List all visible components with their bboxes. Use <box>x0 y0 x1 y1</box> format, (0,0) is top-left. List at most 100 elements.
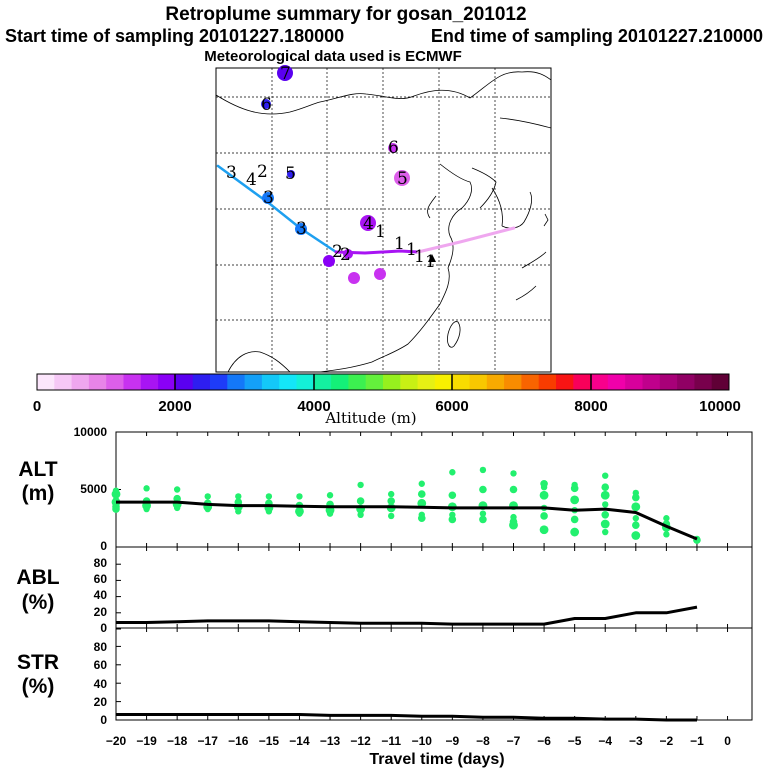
map-label: 4 <box>363 214 374 234</box>
colorbar-tick: 4000 <box>297 398 330 415</box>
alt-scatter-point <box>602 472 609 479</box>
map-label: 1 <box>414 247 425 267</box>
colorbar-cell <box>106 374 124 390</box>
trajectory-map: 1 1 1 1 1 2 2 2 3 3 3 4 4 5 5 6 6 7 <box>215 64 552 373</box>
alt-scatter-point <box>570 515 579 524</box>
track-blue <box>216 164 338 254</box>
alt-scatter-point <box>417 498 427 508</box>
str-ytick: 60 <box>94 658 108 672</box>
colorbar-cell <box>348 374 367 390</box>
colorbar-label: Altitude (m) <box>324 409 416 427</box>
x-tick-label: −18 <box>167 734 188 748</box>
alt-scatter-point <box>600 519 610 529</box>
x-tick-label: −20 <box>106 734 127 748</box>
abl-frame <box>115 546 753 629</box>
alt-scatter-point <box>173 504 181 512</box>
colorbar-cell <box>642 374 661 390</box>
x-tick-label: −6 <box>537 734 551 748</box>
str-panel: STR (%) 0 20 40 60 80 <box>17 627 753 727</box>
x-tick-label: −3 <box>629 734 643 748</box>
abl-ytick: 0 <box>100 621 107 635</box>
alt-scatter-point <box>235 493 242 500</box>
alt-scatter-point <box>417 514 426 523</box>
str-ytick: 0 <box>100 713 107 727</box>
alt-scatter-point <box>387 497 395 505</box>
alt-scatter-point <box>357 511 364 518</box>
map-marker <box>348 272 360 284</box>
map-marker <box>323 255 335 267</box>
colorbar-cell <box>331 374 349 390</box>
colorbar-cell <box>521 374 540 390</box>
map-marker <box>261 99 271 109</box>
x-tick-label: −5 <box>568 734 582 748</box>
map-label: 1 <box>375 222 386 242</box>
colorbar-cell <box>711 374 730 390</box>
map-label: 6 <box>388 138 399 158</box>
alt-scatter-point <box>539 490 549 500</box>
alt-scatter-point <box>509 485 518 494</box>
x-tick-label: −11 <box>381 734 401 748</box>
alt-scatter-point <box>111 489 121 499</box>
alt-scatter-point <box>204 493 211 500</box>
x-axis-ticks: −20 −19 −18 −17 −16 −15 −14 −13 −12 −11 −10 −9 −8 −7−… <box>106 734 731 748</box>
map-label: 3 <box>263 188 274 208</box>
alt-frame <box>115 431 753 548</box>
x-tick-label: −13 <box>320 734 341 748</box>
alt-scatter-point <box>479 515 487 524</box>
map-gridlines <box>216 68 551 372</box>
alt-scatter-point <box>600 490 610 500</box>
map-marker <box>287 170 295 178</box>
x-tick-label: −7 <box>507 734 521 748</box>
main-title: Retroplume summary for gosan_201012 <box>165 4 526 25</box>
colorbar: 0 2000 4000 6000 8000 10000 Altitude (m) <box>33 373 741 427</box>
x-tick-label: −16 <box>228 734 249 748</box>
colorbar-cell <box>417 374 436 390</box>
alt-scatter-point <box>417 490 426 498</box>
alt-scatter-point <box>632 515 640 522</box>
map-marker <box>262 192 274 204</box>
alt-scatter-point <box>204 505 211 513</box>
colorbar-cell <box>694 374 713 390</box>
map-markers <box>261 65 410 284</box>
colorbar-cell <box>469 374 488 390</box>
colorbar-cell <box>573 374 591 390</box>
map-label: 1 <box>394 234 405 254</box>
colorbar-cell <box>677 374 695 390</box>
alt-scatter-point <box>265 508 273 515</box>
map-label: 6 <box>261 95 272 115</box>
map-label: 2 <box>257 162 268 182</box>
colorbar-cell <box>659 374 678 390</box>
map-label: 3 <box>296 219 307 239</box>
colorbar-cell <box>88 374 107 390</box>
colorbar-cell <box>175 374 194 390</box>
x-tick-label: 0 <box>724 734 731 748</box>
alt-scatter-point <box>143 485 150 492</box>
colorbar-cell <box>227 374 245 390</box>
map-label: 4 <box>246 170 257 190</box>
abl-panel-label: ABL <box>16 566 59 589</box>
colorbar-cell <box>452 374 470 390</box>
abl-panel: ABL (%) 0 20 40 60 80 <box>16 546 753 635</box>
alt-marks <box>111 431 729 548</box>
alt-scatter-point <box>602 528 609 536</box>
colorbar-cell <box>37 374 55 390</box>
alt-scatter-point <box>631 531 641 540</box>
map-marker <box>374 268 386 280</box>
map-label: 5 <box>285 164 296 184</box>
colorbar-cell <box>556 374 574 390</box>
colorbar-cell <box>486 374 505 390</box>
x-tick-label: −8 <box>476 734 490 748</box>
str-ytick: 80 <box>94 640 108 654</box>
str-frame <box>115 627 753 721</box>
alt-panel-unit: (m) <box>22 482 55 505</box>
alt-ytick: 5000 <box>80 482 107 496</box>
abl-ytick: 80 <box>94 556 108 570</box>
abl-ytick: 60 <box>94 572 108 586</box>
alt-scatter-point <box>449 469 456 476</box>
alt-scatter-point <box>326 492 334 499</box>
alt-scatter-point <box>296 493 303 500</box>
str-ytick: 40 <box>94 677 108 691</box>
colorbar-cell <box>590 374 609 390</box>
map-marker <box>295 223 307 235</box>
alt-scatter-point <box>509 520 518 530</box>
